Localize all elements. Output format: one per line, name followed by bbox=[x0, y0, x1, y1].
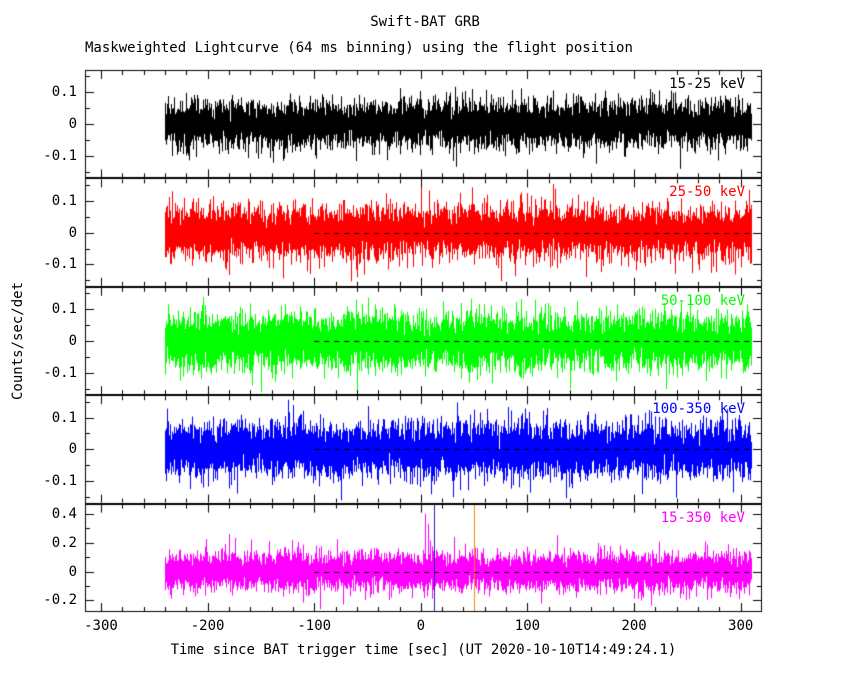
y-axis-label: Counts/sec/det bbox=[10, 281, 26, 401]
chart-title: Swift-BAT GRB bbox=[370, 14, 480, 30]
x-axis-label: Time since BAT trigger time [sec] (UT 20… bbox=[170, 642, 677, 658]
chart-subtitle: Maskweighted Lightcurve (64 ms binning) … bbox=[85, 40, 633, 56]
